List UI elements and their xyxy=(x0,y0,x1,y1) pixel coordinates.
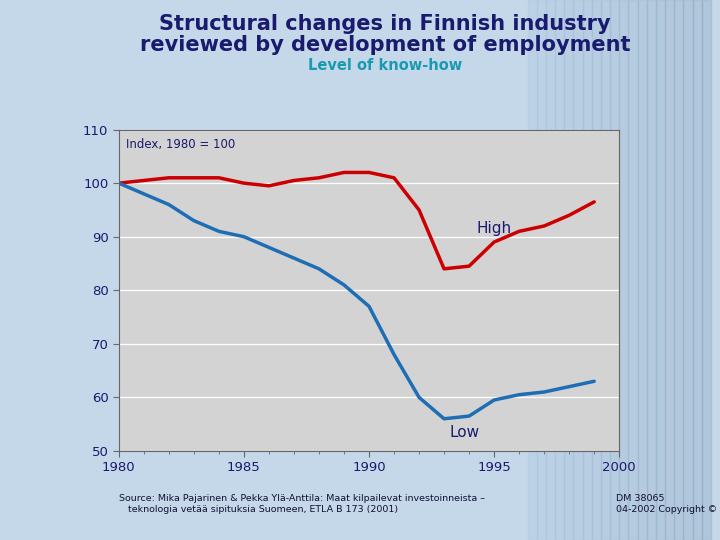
Bar xyxy=(637,0,647,540)
Bar xyxy=(683,0,693,540)
Bar xyxy=(619,0,629,540)
Bar xyxy=(564,0,573,540)
Bar xyxy=(592,0,601,540)
Text: Index, 1980 = 100: Index, 1980 = 100 xyxy=(126,138,235,151)
Bar xyxy=(528,0,536,540)
Bar xyxy=(665,0,674,540)
Bar xyxy=(573,0,582,540)
Bar xyxy=(674,0,683,540)
Bar xyxy=(656,0,665,540)
Text: Low: Low xyxy=(449,424,480,440)
Bar xyxy=(629,0,637,540)
Text: reviewed by development of employment: reviewed by development of employment xyxy=(140,35,631,55)
Bar xyxy=(610,0,619,540)
Bar xyxy=(601,0,610,540)
Bar xyxy=(546,0,555,540)
Text: Structural changes in Finnish industry: Structural changes in Finnish industry xyxy=(159,14,611,33)
Text: Source: Mika Pajarinen & Pekka Ylä-Anttila: Maat kilpailevat investoinneista –
 : Source: Mika Pajarinen & Pekka Ylä-Antti… xyxy=(119,494,485,514)
Text: DM 38065
04-2002 Copyright © Tekes: DM 38065 04-2002 Copyright © Tekes xyxy=(616,494,720,514)
Bar xyxy=(582,0,592,540)
Bar xyxy=(693,0,702,540)
Text: High: High xyxy=(477,221,512,236)
Bar xyxy=(536,0,546,540)
Bar xyxy=(647,0,656,540)
Text: Level of know-how: Level of know-how xyxy=(308,58,462,73)
Bar xyxy=(555,0,564,540)
Bar xyxy=(702,0,711,540)
